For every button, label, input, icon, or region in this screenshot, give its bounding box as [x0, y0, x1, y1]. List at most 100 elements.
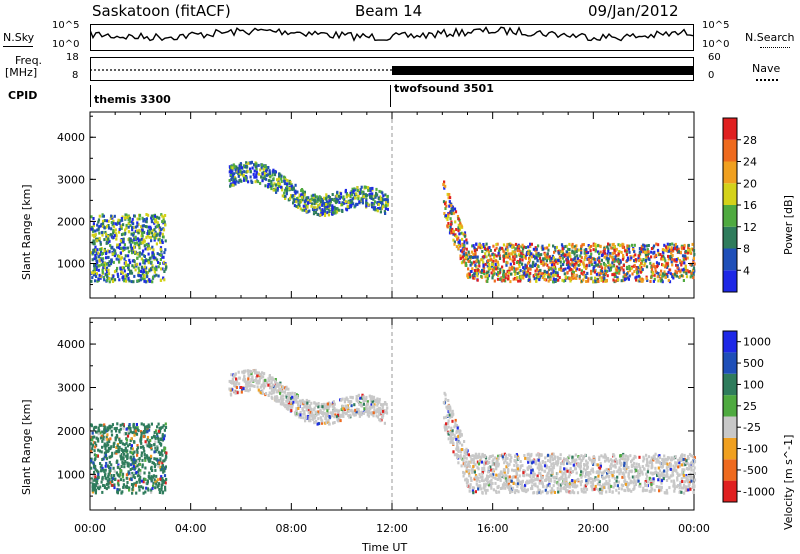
data-cell: [548, 243, 551, 247]
data-cell: [160, 486, 163, 489]
data-cell: [256, 371, 259, 375]
data-cell: [587, 481, 590, 485]
data-cell: [139, 241, 142, 245]
data-cell: [90, 442, 93, 446]
noise-sky-line: [3, 46, 33, 47]
data-cell: [104, 447, 107, 450]
data-cell: [118, 466, 122, 470]
data-cell: [103, 249, 106, 253]
data-cell: [105, 234, 108, 238]
data-cell: [142, 268, 145, 272]
data-cell: [527, 460, 530, 464]
data-cell: [120, 457, 123, 461]
data-cell: [663, 248, 666, 252]
data-cell: [161, 220, 164, 224]
data-cell: [134, 432, 137, 436]
data-cell: [450, 231, 453, 235]
data-cell: [277, 185, 280, 188]
data-cell: [100, 464, 103, 468]
data-cell: [331, 204, 334, 208]
data-cell: [613, 280, 616, 284]
data-cell: [470, 270, 473, 273]
freq-tick-high: 18: [66, 52, 79, 63]
data-cell: [447, 419, 450, 423]
data-cell: [688, 452, 692, 456]
data-cell: [606, 471, 609, 475]
data-cell: [689, 262, 692, 266]
data-cell: [98, 429, 101, 433]
data-cell: [472, 256, 475, 259]
data-cell: [97, 268, 100, 272]
data-cell: [312, 198, 315, 202]
data-cell: [616, 470, 619, 474]
data-cell: [567, 260, 570, 264]
data-cell: [477, 259, 480, 263]
data-cell: [592, 479, 595, 483]
data-cell: [136, 243, 139, 247]
data-cell: [526, 273, 529, 277]
data-cell: [313, 421, 316, 425]
data-cell: [616, 271, 619, 275]
data-cell: [610, 265, 613, 269]
data-cell: [239, 173, 242, 177]
data-cell: [664, 272, 667, 276]
data-cell: [302, 400, 305, 404]
data-cell: [249, 161, 252, 165]
data-cell: [141, 237, 144, 241]
data-cell: [455, 235, 458, 238]
data-cell: [95, 430, 98, 434]
data-cell: [566, 253, 569, 257]
data-cell: [145, 243, 148, 246]
data-cell: [485, 255, 488, 259]
data-cell: [318, 202, 321, 206]
data-cell: [153, 236, 156, 240]
data-cell: [94, 467, 97, 471]
data-cell: [347, 206, 351, 210]
data-cell: [382, 413, 385, 417]
data-cell: [369, 397, 372, 401]
data-cell: [660, 254, 663, 258]
data-cell: [117, 258, 120, 262]
data-cell: [94, 491, 97, 495]
data-cell: [272, 391, 275, 395]
data-cell: [306, 201, 309, 205]
data-cell: [496, 462, 499, 466]
data-cell: [102, 435, 105, 439]
data-cell: [633, 259, 636, 263]
data-cell: [130, 280, 133, 284]
data-cell: [378, 400, 381, 404]
data-cell: [129, 269, 132, 273]
data-cell: [143, 456, 147, 460]
data-cell: [162, 435, 165, 439]
data-cell: [114, 228, 117, 232]
data-cell: [141, 458, 144, 462]
data-cell: [459, 254, 462, 258]
data-cell: [640, 265, 643, 269]
data-cell: [558, 276, 561, 279]
data-cell: [679, 269, 682, 273]
data-cell: [109, 262, 113, 266]
data-cell: [301, 198, 304, 202]
data-cell: [108, 477, 111, 481]
data-cell: [107, 263, 110, 267]
data-cell: [462, 455, 465, 459]
data-cell: [513, 257, 516, 261]
data-cell: [657, 466, 660, 470]
data-cell: [329, 201, 332, 205]
data-cell: [164, 223, 167, 227]
data-cell: [562, 263, 565, 266]
data-cell: [132, 457, 135, 461]
data-cell: [682, 279, 685, 282]
data-cell: [284, 188, 287, 192]
data-cell: [131, 217, 134, 221]
data-cell: [609, 252, 612, 255]
data-cell: [358, 412, 361, 416]
data-cell: [115, 460, 119, 464]
data-cell: [298, 193, 301, 197]
data-cell: [161, 241, 164, 244]
data-cell: [96, 223, 99, 227]
data-cell: [566, 461, 569, 465]
data-cell: [119, 251, 122, 255]
data-cell: [295, 407, 298, 411]
data-cell: [514, 491, 517, 495]
